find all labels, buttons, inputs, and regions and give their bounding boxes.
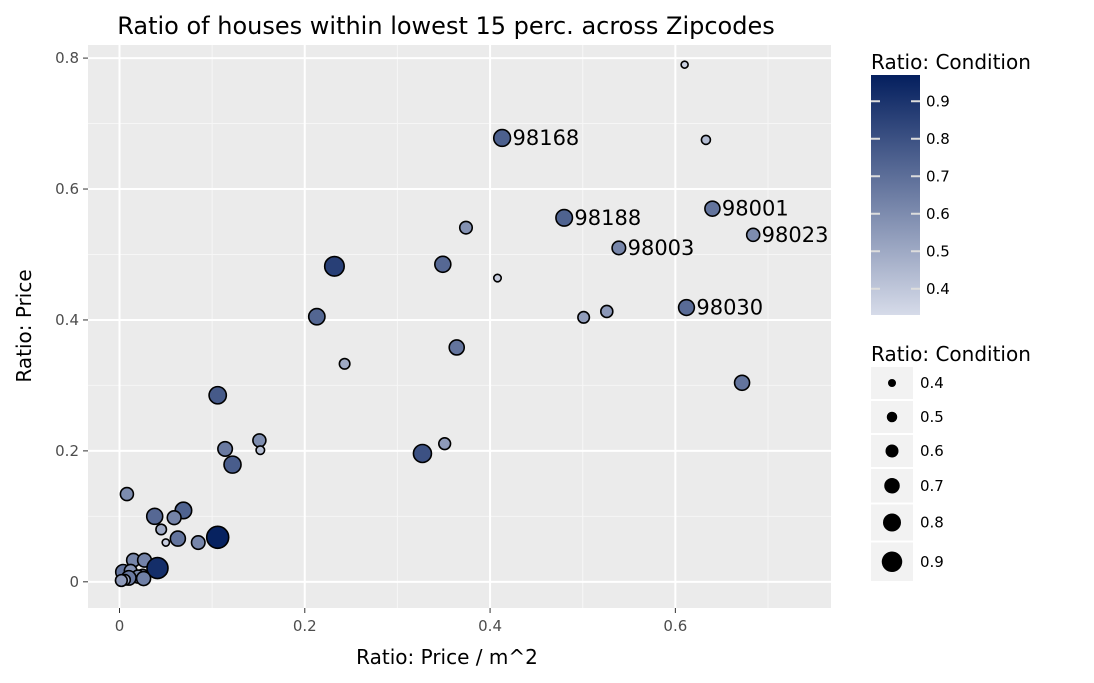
x-tick-label: 0 xyxy=(115,617,125,635)
data-point xyxy=(166,509,182,526)
color-legend-ticks: 0.9 0.8 0.7 0.6 0.5 0.4 xyxy=(871,92,950,298)
data-point xyxy=(458,220,474,235)
data-point xyxy=(733,374,751,392)
size-legend: 0.4 0.5 0.6 0.7 0.8 0.9 xyxy=(871,367,944,581)
size-legend-label: 0.5 xyxy=(920,408,944,426)
data-point xyxy=(323,255,345,277)
point-labels: 98168 98001 98188 98023 98003 98030 xyxy=(512,126,828,320)
size-legend-label: 0.4 xyxy=(920,374,944,392)
x-tick-label: 0.4 xyxy=(478,617,502,635)
data-point xyxy=(745,227,761,243)
x-tick-label: 0.2 xyxy=(293,617,317,635)
color-legend-bar xyxy=(871,75,920,315)
data-point xyxy=(704,200,721,217)
data-point xyxy=(169,530,187,547)
color-legend-label: 0.7 xyxy=(926,167,950,185)
data-point xyxy=(190,534,206,551)
size-legend-label: 0.6 xyxy=(920,442,944,460)
data-point xyxy=(146,556,169,580)
size-legend-symbol xyxy=(886,411,898,423)
color-legend-title: Ratio: Condition xyxy=(871,50,1031,74)
data-point xyxy=(492,273,503,283)
point-label: 98188 xyxy=(574,206,641,230)
data-point xyxy=(155,523,168,536)
data-point xyxy=(307,307,326,326)
point-label: 98023 xyxy=(762,223,829,247)
data-points xyxy=(114,60,761,588)
point-label: 98030 xyxy=(696,296,763,320)
data-point xyxy=(555,208,574,227)
data-point xyxy=(208,385,228,405)
data-point xyxy=(145,507,164,526)
color-legend-label: 0.8 xyxy=(926,130,950,148)
point-label: 98001 xyxy=(722,197,789,221)
data-point xyxy=(135,570,152,587)
y-axis-title: Ratio: Price xyxy=(12,269,36,382)
y-tick-label: 0.2 xyxy=(55,442,79,460)
data-point xyxy=(338,357,351,370)
point-label: 98003 xyxy=(628,236,695,260)
color-legend-label: 0.4 xyxy=(926,280,950,298)
data-point xyxy=(611,240,627,256)
size-legend-symbol xyxy=(885,444,899,458)
data-point xyxy=(492,128,512,148)
size-legend-label: 0.9 xyxy=(920,553,944,571)
data-point xyxy=(677,298,696,317)
data-point xyxy=(412,443,433,464)
x-tick-label: 0.6 xyxy=(663,617,687,635)
data-point xyxy=(255,445,266,456)
y-tick-label: 0 xyxy=(69,573,79,591)
size-legend-symbol xyxy=(883,513,901,532)
data-point xyxy=(577,310,591,324)
data-point xyxy=(434,255,452,274)
point-label: 98168 xyxy=(512,126,579,150)
color-legend-label: 0.9 xyxy=(926,92,950,110)
x-axis-ticks: 0 0.2 0.4 0.6 xyxy=(115,608,687,635)
data-point xyxy=(252,433,267,448)
size-legend-symbol xyxy=(884,478,900,494)
size-legend-label: 0.8 xyxy=(920,514,944,532)
data-point xyxy=(448,339,466,356)
data-point xyxy=(205,525,230,550)
data-point xyxy=(438,437,452,451)
size-legend-symbol xyxy=(888,379,896,387)
data-point xyxy=(217,440,234,457)
y-axis-ticks: 0 0.2 0.4 0.6 0.8 xyxy=(55,49,88,591)
y-tick-label: 0.6 xyxy=(55,180,79,198)
chart-title: Ratio of houses within lowest 15 perc. a… xyxy=(117,12,774,40)
data-point xyxy=(114,573,129,588)
data-point xyxy=(223,455,242,474)
color-legend-label: 0.5 xyxy=(926,242,950,260)
data-point xyxy=(700,134,712,146)
data-point xyxy=(600,304,614,319)
x-axis-title: Ratio: Price / m^2 xyxy=(356,645,538,669)
data-point xyxy=(119,486,135,502)
data-point xyxy=(161,538,171,547)
size-legend-label: 0.7 xyxy=(920,477,944,495)
size-legend-symbol xyxy=(881,551,903,572)
data-point xyxy=(680,60,689,69)
gridlines xyxy=(88,45,831,608)
plot-panel xyxy=(88,45,831,608)
y-tick-label: 0.8 xyxy=(55,49,79,67)
color-legend-label: 0.6 xyxy=(926,205,950,223)
size-legend-title: Ratio: Condition xyxy=(871,342,1031,366)
y-tick-label: 0.4 xyxy=(55,311,79,329)
